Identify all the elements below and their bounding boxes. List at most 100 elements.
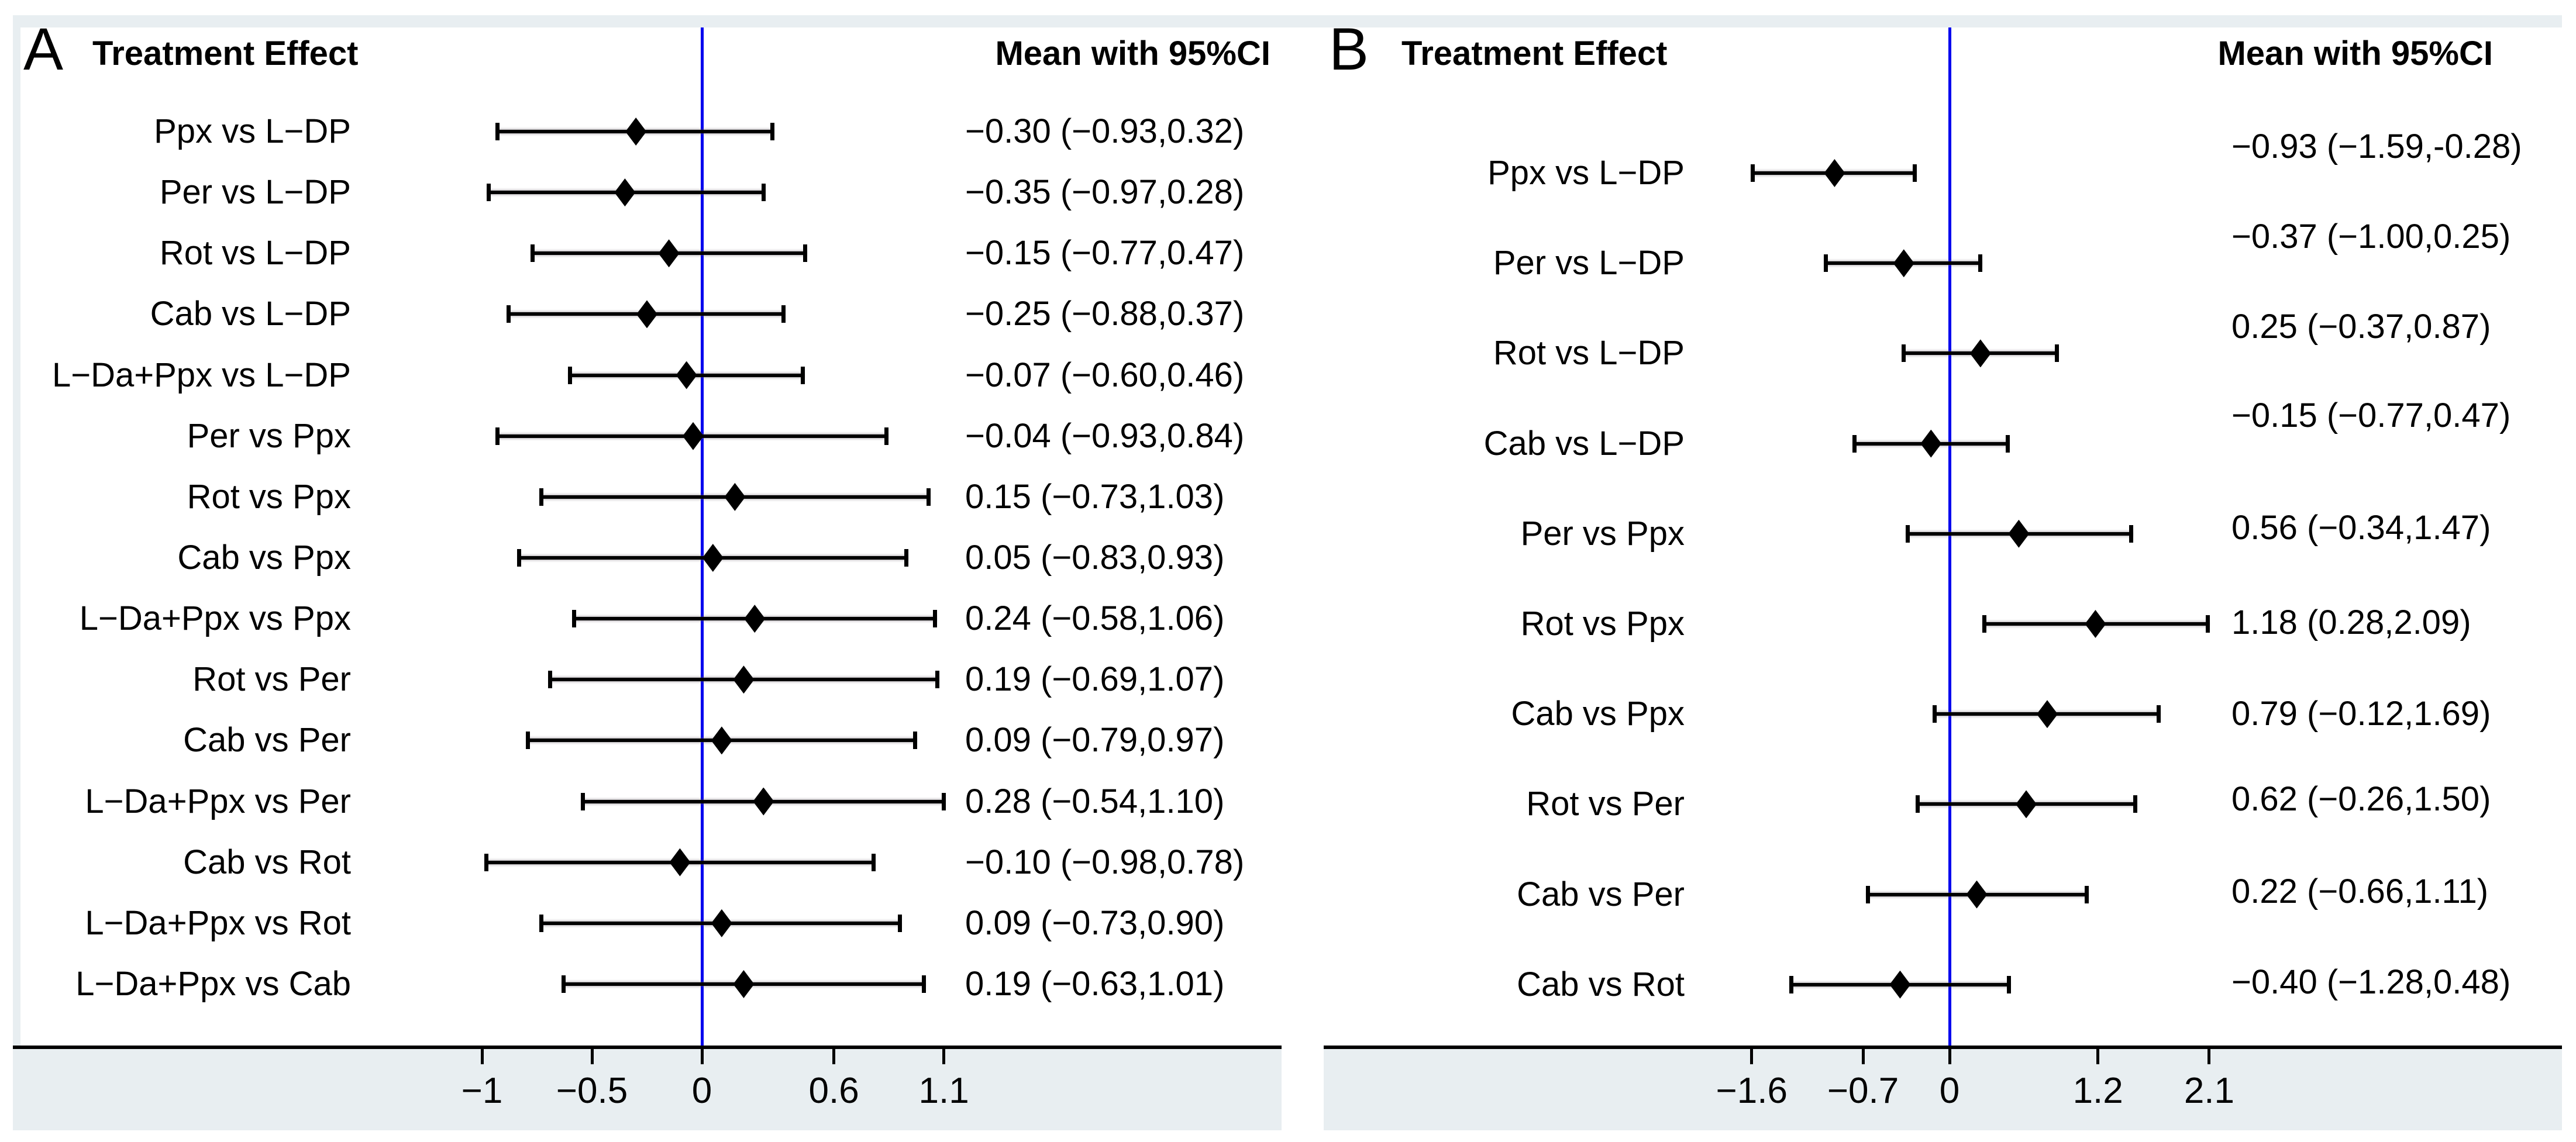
row-value: −0.10 (−0.98,0.78) xyxy=(965,843,1245,881)
row-value: 0.25 (−0.37,0.87) xyxy=(2231,308,2491,346)
ci-cap-right xyxy=(926,488,931,506)
ci-cap-left xyxy=(495,427,500,445)
ci-cap-right xyxy=(935,671,939,689)
row-label: L−Da+Ppx vs Rot xyxy=(85,903,351,942)
panel-a-zero-line xyxy=(701,27,704,1046)
mean-diamond xyxy=(1966,880,1988,909)
panel-b-x-tick xyxy=(1948,1049,1951,1064)
row-label: Cab vs L−DP xyxy=(1483,424,1685,463)
row-value: 0.19 (−0.63,1.01) xyxy=(965,964,1225,1003)
ci-cap-left xyxy=(1915,795,1920,813)
mean-diamond xyxy=(625,118,647,146)
ci-cap-left xyxy=(1902,344,1906,363)
row-label: Rot vs Per xyxy=(1526,785,1685,823)
panel-a-x-tick-label: 0.6 xyxy=(808,1071,859,1111)
row-label: L−Da+Ppx vs L−DP xyxy=(51,356,351,394)
mean-diamond xyxy=(2016,790,2037,819)
ci-cap-left xyxy=(526,732,531,750)
row-label: Per vs Ppx xyxy=(1520,514,1685,553)
row-label: Rot vs Ppx xyxy=(187,477,351,516)
panel-b-x-tick-label: −0.7 xyxy=(1827,1071,1899,1111)
panel-a-x-axis-line xyxy=(13,1046,1282,1049)
mean-diamond xyxy=(733,665,755,694)
row-label: Cab vs Per xyxy=(183,721,351,760)
row-label: Cab vs Per xyxy=(1517,875,1685,913)
ci-cap-left xyxy=(581,792,586,810)
row-value: 0.56 (−0.34,1.47) xyxy=(2231,508,2491,547)
ci-cap-left xyxy=(1852,434,1857,453)
row-label: Cab vs Ppx xyxy=(1511,695,1685,733)
panel-a-x-tick xyxy=(832,1049,836,1064)
ci-cap-left xyxy=(548,671,553,689)
panel-b-letter: B xyxy=(1329,16,1369,82)
ci-cap-left xyxy=(1824,254,1828,272)
panel-a-x-tick-label: −1 xyxy=(461,1071,503,1111)
ci-cap-left xyxy=(484,853,489,871)
ci-cap-right xyxy=(801,366,805,384)
panel-a-x-tick-label: 0 xyxy=(691,1071,712,1111)
ci-cap-right xyxy=(2006,975,2011,993)
ci-cap-left xyxy=(495,123,500,140)
row-value: −0.93 (−1.59,-0.28) xyxy=(2231,127,2522,165)
row-label: Per vs Ppx xyxy=(187,416,351,455)
row-label: Cab vs Ppx xyxy=(177,538,351,577)
row-label: Ppx vs L−DP xyxy=(154,112,351,150)
ci-cap-left xyxy=(486,184,491,202)
row-value: −0.15 (−0.77,0.47) xyxy=(2231,396,2511,434)
row-value: −0.15 (−0.77,0.47) xyxy=(965,234,1245,272)
ci-cap-right xyxy=(904,548,909,567)
ci-cap-right xyxy=(1913,164,1917,182)
row-value: −0.30 (−0.93,0.32) xyxy=(965,112,1245,150)
ci-cap-left xyxy=(517,548,522,567)
mean-diamond xyxy=(711,726,732,755)
top-band xyxy=(13,15,2562,27)
mean-diamond xyxy=(614,178,636,207)
panel-b-x-tick xyxy=(2207,1049,2211,1064)
ci-cap-right xyxy=(2055,344,2060,363)
ci-cap-right xyxy=(884,427,889,445)
panel-a-header-treatment-effect: Treatment Effect xyxy=(92,34,359,73)
ci-cap-right xyxy=(897,914,902,932)
panel-b-bottom-band xyxy=(1324,1049,2562,1130)
panel-b-header-mean-ci: Mean with 95%CI xyxy=(2217,34,2493,73)
row-label: Cab vs Rot xyxy=(1517,965,1685,1003)
panel-a-letter: A xyxy=(23,16,64,82)
ci-cap-left xyxy=(561,975,566,993)
row-value: 0.62 (−0.26,1.50) xyxy=(2231,780,2491,819)
ci-cap-left xyxy=(1933,705,1937,723)
ci-cap-right xyxy=(933,610,938,628)
mean-diamond xyxy=(724,482,746,511)
row-value: 0.22 (−0.66,1.11) xyxy=(2231,872,2489,910)
ci-cap-right xyxy=(770,123,774,140)
panel-a-x-tick-label: 1.1 xyxy=(918,1071,969,1111)
mean-diamond xyxy=(702,543,724,572)
row-label: Per vs L−DP xyxy=(159,173,351,212)
row-label: L−Da+Ppx vs Per xyxy=(85,782,351,820)
row-value: 1.18 (0.28,2.09) xyxy=(2231,603,2471,641)
row-value: −0.25 (−0.88,0.37) xyxy=(965,295,1245,333)
mean-diamond xyxy=(636,300,657,329)
panel-b-x-tick-label: 1.2 xyxy=(2072,1071,2123,1111)
ci-cap-right xyxy=(803,244,808,263)
mean-diamond xyxy=(1889,970,1911,999)
mean-diamond xyxy=(753,787,774,816)
ci-cap-right xyxy=(2005,434,2010,453)
ci-cap-left xyxy=(1982,615,1986,633)
mean-diamond xyxy=(1969,339,1991,368)
ci-cap-right xyxy=(922,975,927,993)
row-label: Cab vs Rot xyxy=(183,843,351,881)
ci-cap-right xyxy=(871,853,876,871)
mean-diamond xyxy=(744,605,766,633)
mean-diamond xyxy=(2037,700,2058,729)
ci-cap-right xyxy=(1978,254,1983,272)
mean-diamond xyxy=(2008,519,2030,548)
ci-cap-left xyxy=(1751,164,1755,182)
row-label: Rot vs L−DP xyxy=(159,234,351,272)
row-value: −0.35 (−0.97,0.28) xyxy=(965,173,1245,212)
mean-diamond xyxy=(658,239,680,268)
mean-diamond xyxy=(733,970,755,998)
row-value: 0.28 (−0.54,1.10) xyxy=(965,782,1225,820)
ci-cap-left xyxy=(1865,885,1870,903)
ci-cap-left xyxy=(1905,525,1910,543)
